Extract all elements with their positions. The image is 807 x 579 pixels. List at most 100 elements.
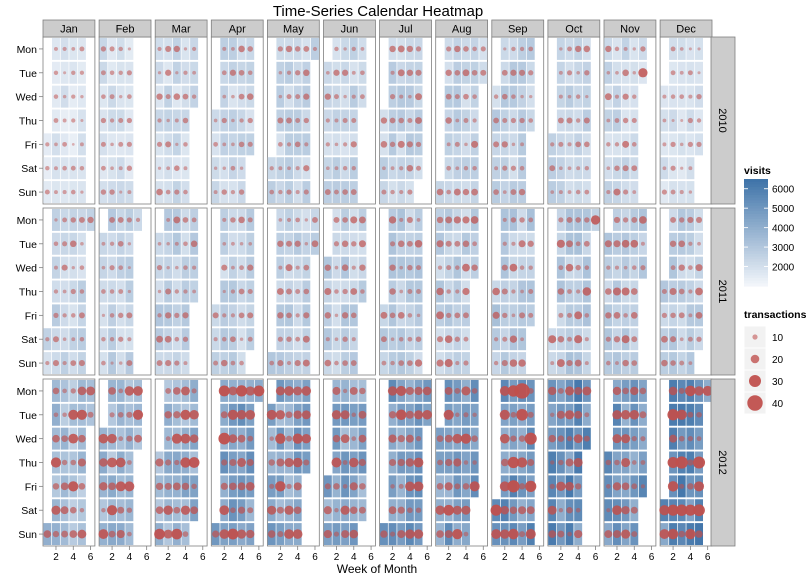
transaction-point <box>511 289 516 294</box>
transaction-point <box>629 409 640 420</box>
heat-cell <box>397 256 406 279</box>
transaction-point <box>342 189 348 195</box>
transaction-point <box>615 361 619 365</box>
transaction-point <box>399 289 404 294</box>
transactions-legend-label: 20 <box>772 355 784 366</box>
transaction-point <box>126 312 133 319</box>
transaction-point <box>680 119 684 122</box>
transaction-point <box>549 165 556 172</box>
heat-cell <box>518 133 527 156</box>
transaction-point <box>71 70 76 75</box>
transaction-point <box>632 190 637 194</box>
transaction-point <box>109 217 115 223</box>
heat-cell <box>686 181 695 204</box>
transaction-point <box>687 141 693 147</box>
month-strip <box>435 19 489 38</box>
transaction-point <box>286 483 292 489</box>
heat-cell <box>220 133 229 156</box>
transaction-point <box>109 46 115 52</box>
transaction-point <box>101 241 106 246</box>
panel-2010-mar <box>154 36 208 205</box>
transaction-point <box>399 94 404 99</box>
transaction-point <box>79 507 85 513</box>
transaction-point <box>687 336 693 342</box>
transaction-point <box>557 288 565 295</box>
transaction-point <box>351 70 356 75</box>
transaction-point <box>446 46 452 52</box>
transaction-point <box>117 506 125 514</box>
transaction-point <box>567 190 572 194</box>
heat-cell <box>155 280 164 303</box>
transaction-point <box>688 47 692 51</box>
month-strip <box>210 19 264 38</box>
transaction-point <box>188 457 200 468</box>
heat-cell <box>397 280 406 303</box>
transaction-point <box>126 435 133 442</box>
transaction-point <box>518 435 526 442</box>
transaction-point <box>444 530 453 538</box>
transaction-point <box>507 456 520 469</box>
transaction-point <box>62 46 67 51</box>
transaction-point <box>389 141 396 148</box>
transaction-point <box>220 411 228 419</box>
transaction-point <box>492 311 500 319</box>
transaction-point <box>165 45 172 52</box>
transaction-point <box>324 312 332 319</box>
transaction-point <box>118 141 124 147</box>
heat-cell <box>677 157 686 180</box>
heat-cell <box>276 85 285 108</box>
transaction-point <box>436 359 444 367</box>
transaction-point <box>246 458 254 467</box>
transaction-point <box>445 458 453 467</box>
transaction-point <box>101 165 106 171</box>
weekday-tick-label: Sat <box>21 163 37 175</box>
transaction-point <box>78 216 85 223</box>
transaction-point <box>284 457 294 468</box>
weekday-axes: Mon Tue Wed Thu Fri Sat Sun Mon Tue Wed Thu Fri Sat S… <box>16 44 43 541</box>
transaction-point <box>275 410 286 420</box>
transaction-point <box>678 435 685 442</box>
transaction-point <box>502 217 507 222</box>
transaction-point <box>502 336 508 342</box>
transaction-point <box>213 118 218 123</box>
weekday-tick-label: Mon <box>17 386 38 398</box>
transaction-point <box>397 458 405 467</box>
heat-cell <box>332 304 341 327</box>
transaction-point <box>688 361 693 365</box>
transaction-point <box>397 312 405 319</box>
visits-legend-swatch <box>744 269 768 274</box>
heat-cell <box>77 181 86 204</box>
transaction-point <box>77 386 87 396</box>
transaction-point <box>558 190 563 195</box>
transaction-point <box>166 166 171 171</box>
transaction-point <box>231 94 235 99</box>
week-tick-label: 4 <box>127 552 133 563</box>
transaction-point <box>359 264 366 271</box>
transaction-point <box>351 337 356 342</box>
transaction-point <box>79 46 85 52</box>
month-strip <box>603 19 657 38</box>
transaction-point <box>454 45 461 53</box>
panel-background <box>659 36 713 205</box>
week-tick-label: 2 <box>109 552 115 563</box>
transaction-point <box>623 313 628 318</box>
transaction-point <box>109 118 115 123</box>
transaction-point <box>99 482 108 491</box>
weekday-tick-label: Wed <box>16 263 38 275</box>
visits-legend-swatch <box>744 248 768 252</box>
panel-2011-jan <box>42 207 96 376</box>
heat-cell <box>630 61 639 84</box>
transaction-point <box>164 335 172 343</box>
transaction-point <box>667 528 679 540</box>
transaction-point <box>118 289 124 294</box>
transaction-point <box>284 529 294 539</box>
transaction-point <box>192 289 197 294</box>
transaction-point <box>453 458 462 467</box>
year-strip-label: 2011 <box>716 280 728 304</box>
transaction-point <box>118 388 124 394</box>
transaction-point <box>54 218 58 222</box>
transaction-point <box>390 337 395 342</box>
transaction-point <box>219 505 230 516</box>
transaction-point <box>295 94 301 100</box>
transaction-point <box>472 118 477 123</box>
